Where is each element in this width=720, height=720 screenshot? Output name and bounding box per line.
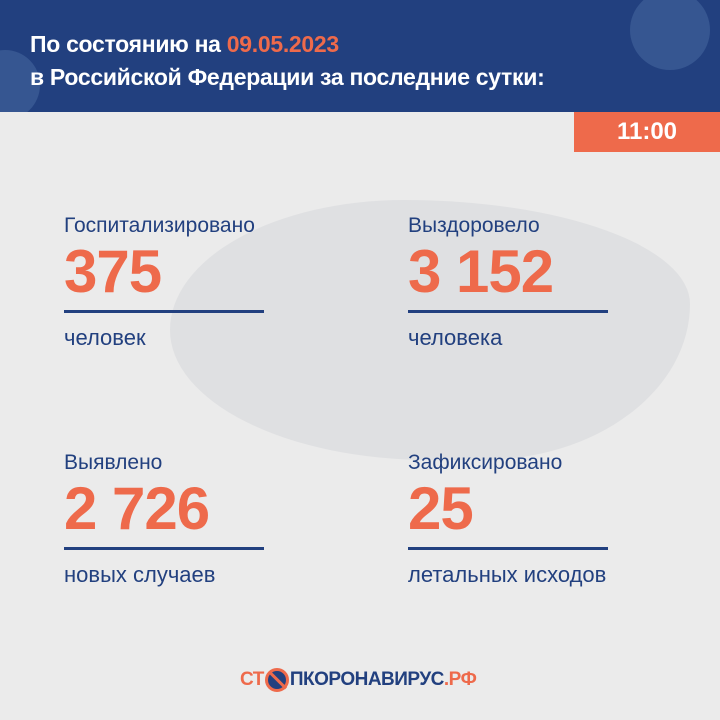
stat-label: Выявлено [64,451,163,474]
stat-recovered: Выздоровело 3 152 человека [408,214,608,351]
russia-map-background [170,200,690,460]
stat-value: 2 726 [64,475,210,542]
stat-detected: Выявлено 2 726 новых случаев [64,451,264,588]
stat-value: 3 152 [408,238,554,305]
logo-part2: ПКОРОНАВИРУС [289,669,445,690]
crossed-virus-icon [264,668,289,692]
logo-part3: .РФ [443,669,477,690]
logo-part1: СТ [240,669,264,690]
stat-value: 375 [64,238,162,305]
stopcoronavirus-logo: СТ ПКОРОНАВИРУС .РФ [240,668,477,692]
stat-deaths: Зафиксировано 25 летальных исходов [408,451,608,588]
header-banner: По состоянию на 09.05.2023 в Российской … [0,0,720,112]
stat-label: Госпитализировано [64,214,255,237]
divider [408,547,608,550]
stat-value: 25 [408,475,474,542]
title-line2: в Российской Федерации за последние сутк… [30,64,545,90]
stat-label: Зафиксировано [408,451,563,474]
stat-unit: человек [64,325,146,350]
stat-unit: летальных исходов [408,562,607,587]
stat-hospitalized: Госпитализировано 375 человек [64,214,264,351]
time-badge: 11:00 [574,112,720,152]
stat-label: Выздоровело [408,214,540,237]
virus-decoration-icon [630,0,710,70]
header-title: По состоянию на 09.05.2023 в Российской … [30,28,545,94]
stat-unit: новых случаев [64,562,216,587]
stat-unit: человека [408,325,503,350]
report-date: 09.05.2023 [226,31,339,57]
divider [64,547,264,550]
title-prefix: По состоянию на [30,31,221,57]
divider [64,310,264,313]
divider [408,310,608,313]
